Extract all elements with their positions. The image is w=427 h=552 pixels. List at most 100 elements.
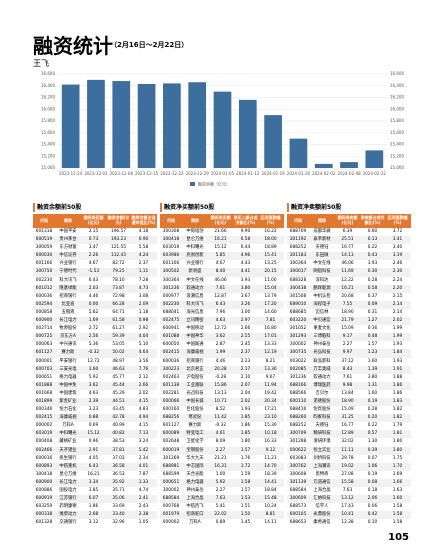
table-cell: 上海瀚讯 [313, 463, 331, 469]
table-cell: 688566 [289, 390, 307, 396]
table-cell: 中芯国际 [186, 463, 204, 469]
table-cell: 4.64 [138, 350, 149, 356]
table-cell: 1.30 [367, 439, 378, 445]
table-row: 300059 东方财富 3.47 121.55 5.58 [33, 244, 157, 252]
table-row: 688260 昀冢科技 31.25 0.20 1.82 [287, 414, 411, 423]
y2-tick-label: 16,600 [390, 71, 404, 76]
table-row: 002475 立讯精密 4.63 2.97 7.81 [160, 317, 284, 326]
table-cell: 五粮液 [61, 309, 75, 315]
table-cell: 002230 [162, 301, 180, 307]
table-cell: 000338 [35, 512, 53, 518]
table-cell: -1.53 [87, 269, 100, 275]
table-cell: 隆基绿能 [59, 285, 77, 291]
table-cell: 6.44 [240, 245, 251, 251]
table-cell: 平安银行 [59, 358, 77, 364]
table-cell: 4.96 [240, 253, 251, 259]
table-cell: 0.98 [138, 318, 149, 324]
table-row: 601166 兴业银行 4.67 82.72 2.37 [33, 260, 157, 268]
table-cell: 23.10 [264, 415, 277, 421]
table-row: 600160 巨化股份 8.52 1.93 17.21 [160, 406, 284, 414]
table-cell: 万丰奥威 [313, 366, 331, 372]
table-cell: 5.92 [88, 374, 99, 380]
y-tick-label: 16,000 [41, 106, 55, 111]
table-cell: 6.07 [88, 496, 99, 502]
table-cell: 300438 [289, 285, 307, 291]
table-cell: 天齐锂业 [59, 447, 77, 453]
table-row: 000622 恒立实业 11.11 0.39 1.80 [287, 446, 411, 455]
table-cell: 301236 [162, 285, 180, 291]
table-cell: 002648 [162, 439, 180, 445]
table-cell: 37.03 [112, 455, 125, 461]
table-header: 代码 简称 期间净买额(亿元) 净买入额占成交额比(%) 区间涨跌幅(%) [160, 214, 284, 228]
table-cell: 1.51 [240, 504, 251, 510]
table-cell: 0.57 [367, 431, 378, 437]
table-cell: 15.30 [264, 423, 277, 429]
table-cell: 3.08 [138, 293, 149, 299]
table-cell: 4.18 [138, 229, 149, 234]
table-cell: 0.48 [367, 334, 378, 340]
y2-tick-label: 15,200 [390, 153, 404, 158]
table-cell: 2.43 [138, 504, 149, 510]
table-cell: 601668 [35, 390, 53, 396]
table-cell: 1.84 [392, 350, 403, 356]
table-cell: 688252 [289, 245, 307, 251]
table-cell: 40.99 [112, 423, 125, 429]
table-cell: 688256 [162, 415, 180, 421]
table-cell: 4.41 [240, 269, 251, 275]
table-row: 000002 万科A 0.69 40.99 4.15 [33, 422, 157, 430]
table-cell: 600703 [35, 366, 53, 372]
table-cell: 001979 [162, 512, 180, 518]
table-cell: 7.61 [215, 285, 226, 291]
table-cell: 000002 [162, 520, 180, 526]
table-cell: 11.69 [341, 269, 354, 275]
column-header: 代码 [40, 217, 48, 223]
table-cell: 2.38 [138, 512, 149, 518]
table-cell: 潍柴动力 [59, 512, 77, 518]
y-tick-label: 16,400 [41, 83, 55, 88]
table-cell: 15.04 [264, 285, 277, 291]
column-header: 融资余额(亿元) [107, 215, 130, 225]
table-cell: 000066 [162, 398, 180, 404]
table-row: 300438 鹏辉能源 16.21 0.58 2.20 [287, 284, 411, 293]
table-row: 000338 潍柴动力 2.68 33.40 2.38 [33, 511, 157, 520]
table-cell: 000001 [35, 358, 53, 364]
table-cell: 688260 [289, 415, 307, 421]
table-cell: 宁德时代 [59, 269, 77, 275]
table-cell: 35.92 [112, 479, 125, 485]
table-cell: 中航重机 [59, 463, 77, 469]
x-tick-label: 2024-02-22 [363, 171, 387, 176]
bar [213, 91, 232, 168]
table-cell: 64.71 [112, 309, 125, 315]
table-cell: 长江电力 [59, 479, 77, 485]
table-cell: 9.90 [240, 229, 251, 234]
table-title: 融资净买额前50股 [160, 203, 284, 212]
table-row: 601088 中国神华 3.62 2.55 17.01 [160, 333, 284, 342]
y2-tick-label: 16,000 [390, 106, 404, 111]
table-cell: 45.29 [112, 390, 125, 396]
y2-tick-label: 15,600 [390, 130, 404, 135]
table-cell: 72.98 [112, 293, 125, 299]
table-cell: 601127 [162, 423, 180, 429]
column-header: 简称 [64, 217, 72, 223]
table-cell: 1.58 [240, 479, 251, 485]
table-row: 301052 果麦文化 15.09 0.36 1.99 [287, 325, 411, 333]
table-row: 301183 东田微 14.13 0.43 3.19 [287, 252, 411, 261]
table-row: 000977 浪潮信息 12.87 3.67 13.79 [160, 293, 284, 301]
table-cell: 中国中免 [59, 382, 77, 388]
table-cell: 16.31 [214, 463, 227, 469]
table-cell: 25.51 [341, 237, 354, 243]
table-row: 600346 恒力石化 3.23 43.45 4.83 [33, 406, 157, 414]
table-row: 688256 寒武纪 11.42 1.85 23.10 [160, 414, 284, 423]
table-cell: 45.44 [112, 382, 125, 388]
table-cell: 601166 [35, 261, 53, 267]
table-cell: 2.30 [392, 269, 403, 275]
table-cell: 格力电器 [59, 374, 77, 380]
table-cell: 中国联通 [186, 342, 204, 348]
chart: 15,000 15,200 15,400 15,600 15,800 16,000 16,2… [41, 71, 404, 187]
table-row: 688599 天合光能 1.00 1.59 18.39 [160, 471, 284, 479]
table-cell: 5.10 [138, 342, 149, 348]
table-cell: 民生银行 [59, 455, 77, 461]
table-cell: 中兴通讯 [59, 342, 77, 348]
table-cell: 迈信林 [315, 309, 329, 315]
table-cell: 002466 [35, 447, 53, 453]
